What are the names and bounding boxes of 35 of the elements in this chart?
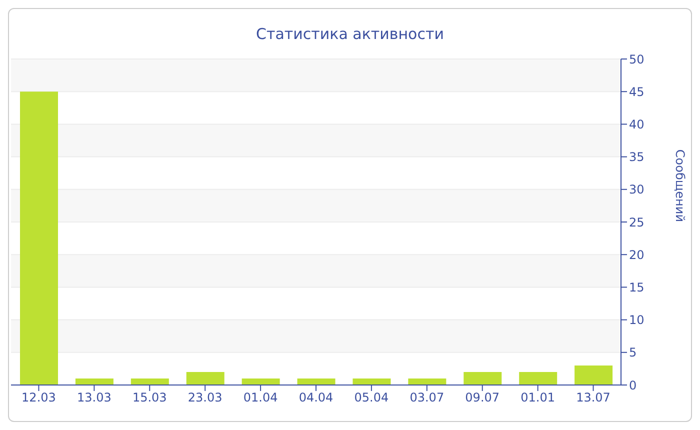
y-tick-label: 25 xyxy=(629,215,644,230)
bar xyxy=(130,378,169,385)
bar xyxy=(408,378,446,385)
bar xyxy=(352,378,391,385)
bar xyxy=(574,365,613,385)
y-tick-label: 15 xyxy=(629,280,644,294)
bar xyxy=(75,378,114,385)
y-tick-label: 35 xyxy=(629,150,644,164)
x-tick-label: 13.07 xyxy=(576,390,610,405)
y-tick-label: 0 xyxy=(629,378,637,392)
bar xyxy=(519,372,558,385)
x-tick-label: 04.04 xyxy=(298,390,334,405)
y-axis-title: Сообщений xyxy=(672,149,687,222)
bar xyxy=(186,372,224,385)
y-tick-label: 5 xyxy=(629,346,637,360)
x-tick-label: 01.01 xyxy=(520,390,555,405)
x-tick-label: 03.07 xyxy=(410,390,444,405)
bar xyxy=(242,378,280,385)
chart-title: Статистика активности xyxy=(255,25,445,45)
x-tick-label: 12.03 xyxy=(22,390,56,405)
x-tick-label: 13.03 xyxy=(77,390,112,405)
x-tick-label: 15.03 xyxy=(132,390,167,405)
bar xyxy=(297,378,336,385)
y-tick-label: 50 xyxy=(629,52,644,66)
x-tick-label: 23.03 xyxy=(188,390,222,405)
y-tick-label: 40 xyxy=(629,117,644,132)
y-tick-label: 30 xyxy=(629,182,644,197)
x-tick-label: 05.04 xyxy=(354,390,389,405)
x-tick-label: 09.07 xyxy=(465,390,500,405)
y-tick-label: 10 xyxy=(629,313,644,328)
y-tick-label: 20 xyxy=(629,248,644,262)
bar xyxy=(464,372,502,385)
bar xyxy=(20,92,58,385)
y-tick-label: 45 xyxy=(629,84,644,99)
x-tick-label: 01.04 xyxy=(243,390,278,405)
